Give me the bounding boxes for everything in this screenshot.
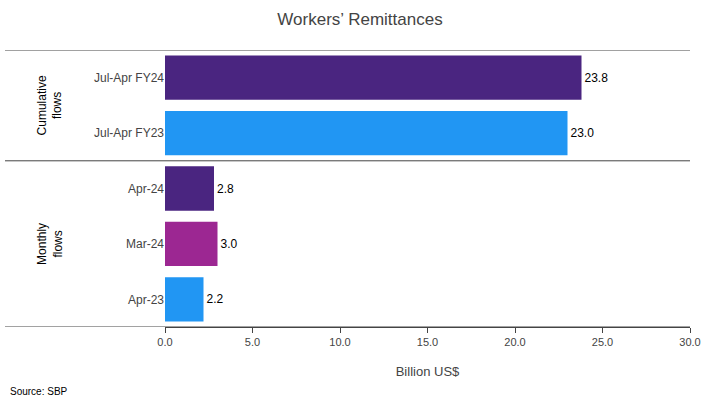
svg-text:5.0: 5.0 — [245, 336, 260, 348]
svg-text:25.0: 25.0 — [592, 336, 613, 348]
svg-text:2.8: 2.8 — [217, 182, 234, 196]
svg-text:Jul-Apr FY24: Jul-Apr FY24 — [94, 71, 164, 85]
svg-text:Apr-23: Apr-23 — [128, 293, 164, 307]
svg-text:2.2: 2.2 — [207, 292, 224, 306]
svg-text:20.0: 20.0 — [504, 336, 525, 348]
svg-text:Source: SBP: Source: SBP — [10, 386, 68, 397]
svg-text:0.0: 0.0 — [157, 336, 172, 348]
svg-text:Monthlyflows: Monthlyflows — [35, 223, 65, 265]
svg-text:15.0: 15.0 — [417, 336, 438, 348]
svg-text:Cumulativeflows: Cumulativeflows — [35, 75, 65, 135]
svg-text:Workers’ Remittances: Workers’ Remittances — [277, 10, 442, 29]
svg-text:3.0: 3.0 — [221, 237, 238, 251]
svg-text:23.0: 23.0 — [571, 126, 595, 140]
svg-text:Jul-Apr FY23: Jul-Apr FY23 — [94, 126, 164, 140]
svg-text:Apr-24: Apr-24 — [128, 182, 164, 196]
svg-text:23.8: 23.8 — [585, 71, 609, 85]
svg-text:30.0: 30.0 — [679, 336, 700, 348]
svg-text:10.0: 10.0 — [329, 336, 350, 348]
svg-text:Billion US$: Billion US$ — [396, 364, 460, 379]
svg-text:Mar-24: Mar-24 — [126, 237, 164, 251]
